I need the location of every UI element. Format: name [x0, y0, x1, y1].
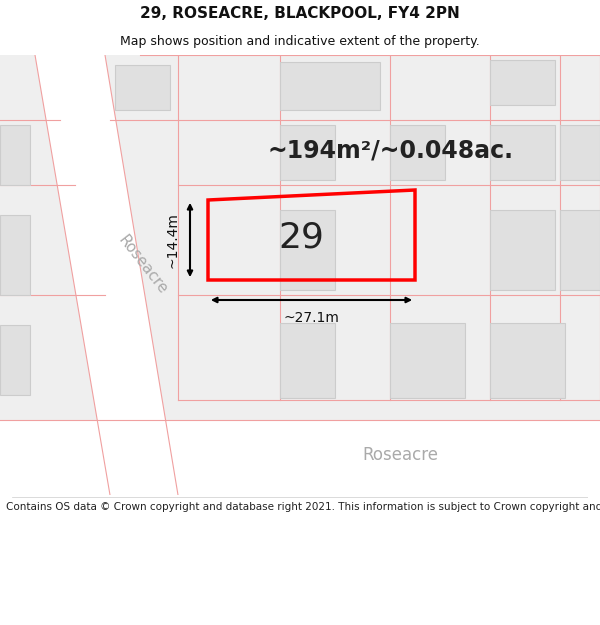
Bar: [280, 62, 380, 110]
Text: 29, ROSEACRE, BLACKPOOL, FY4 2PN: 29, ROSEACRE, BLACKPOOL, FY4 2PN: [140, 6, 460, 21]
Text: Map shows position and indicative extent of the property.: Map shows position and indicative extent…: [120, 35, 480, 48]
Bar: [280, 210, 335, 290]
Bar: [490, 125, 555, 180]
Text: ~27.1m: ~27.1m: [284, 311, 340, 325]
Bar: [390, 125, 445, 180]
Text: Roseacre: Roseacre: [115, 232, 170, 298]
Bar: [390, 323, 465, 398]
Text: Roseacre: Roseacre: [362, 446, 438, 464]
Bar: [0, 215, 30, 295]
Text: ~14.4m: ~14.4m: [165, 212, 179, 268]
Text: 29: 29: [278, 221, 325, 254]
Bar: [560, 210, 600, 290]
Bar: [560, 125, 600, 180]
Bar: [280, 323, 335, 398]
Bar: [280, 125, 335, 180]
Polygon shape: [0, 420, 600, 495]
Text: Contains OS data © Crown copyright and database right 2021. This information is : Contains OS data © Crown copyright and d…: [6, 501, 600, 511]
Bar: [115, 65, 170, 110]
Bar: [0, 325, 30, 395]
Bar: [0, 125, 30, 185]
Bar: [490, 60, 555, 105]
Bar: [490, 323, 565, 398]
Bar: [490, 210, 555, 290]
Text: ~194m²/~0.048ac.: ~194m²/~0.048ac.: [267, 138, 513, 162]
Polygon shape: [35, 55, 178, 495]
